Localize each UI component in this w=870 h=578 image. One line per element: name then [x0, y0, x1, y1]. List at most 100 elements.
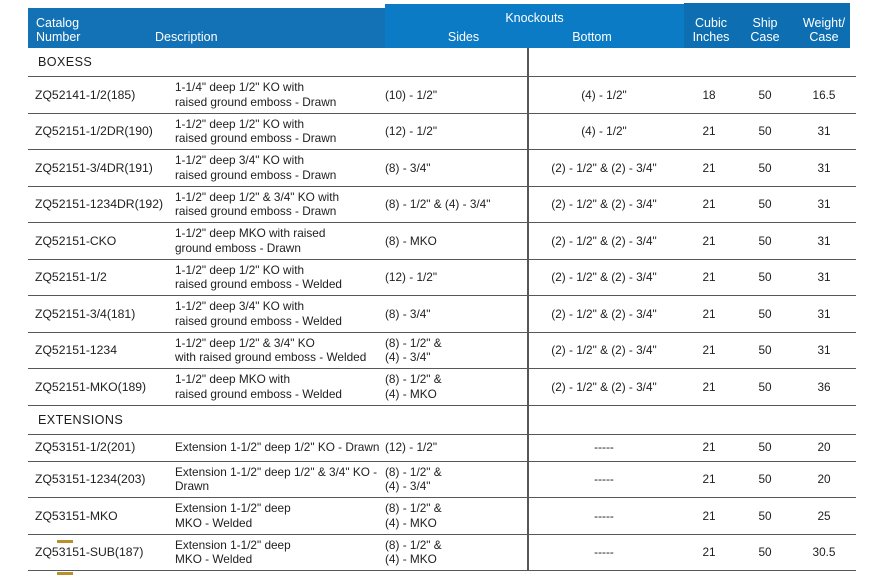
description-cell: Extension 1-1/2" deep MKO - Welded: [175, 501, 291, 530]
catalog-number-cell: ZQ52151-MKO(189): [35, 379, 147, 394]
ship-case-cell: 50: [758, 343, 772, 357]
description-cell: 1-1/2" deep MKO with raised ground emboss…: [175, 372, 342, 401]
description-cell: 1-1/2" deep 1/2" KO with raised ground em…: [175, 116, 337, 146]
knockouts-bottom-cell: -----: [594, 472, 614, 486]
knockouts-sides-cell: (8) - 1/2" & (4) - MKO: [385, 501, 442, 530]
cubic-inches-cell: 21: [702, 508, 716, 523]
catalog-number-cell: ZQ53151-SUB(187): [35, 545, 144, 559]
ship-case-cell: 50: [758, 160, 772, 175]
catalog-number-cell: ZQ53151-1/2(201): [35, 440, 136, 455]
knockouts-sides-cell: (8) - 1/2" & (4) - MKO: [385, 372, 442, 401]
knockouts-sides-cell: (8) - MKO: [385, 233, 437, 248]
knockouts-sides-cell: (8) - 1/2" & (4) - 3/4": [385, 464, 442, 494]
scan-artifact: [57, 540, 73, 543]
cubic-inches-cell: 21: [702, 233, 716, 248]
scan-artifact: [57, 572, 73, 575]
knockouts-bottom-cell: (2) - 1/2" & (2) - 3/4": [551, 160, 657, 175]
description-cell: 1-1/2" deep 3/4" KO with raised ground em…: [175, 299, 342, 328]
description-cell: 1-1/2" deep 1/2" & 3/4" KO with raised gr…: [175, 335, 367, 365]
knockouts-bottom-cell: (2) - 1/2" & (2) - 3/4": [551, 343, 657, 357]
knockouts-bottom-cell: -----: [594, 440, 614, 455]
knockouts-bottom-cell: (2) - 1/2" & (2) - 3/4": [551, 270, 657, 284]
description-cell: 1-1/2" deep 1/2" KO with raised ground em…: [175, 262, 342, 292]
cubic-inches-header: Cubic Inches: [692, 16, 730, 44]
table-row: ZQ53151-MKO Extension 1-1/2" deep MKO - We…: [28, 498, 856, 535]
cubic-inches-cell: 21: [702, 160, 716, 175]
knockouts-subheaders: Sides Bottom: [385, 30, 684, 44]
catalog-header-line1: Catalog: [36, 16, 80, 30]
table-row: ZQ52151-3/4(181) 1-1/2" deep 3/4" KO with…: [28, 296, 856, 333]
header-band-right: Cubic Inches Ship Case Weight/ Case: [684, 3, 850, 48]
ship-case-header: Ship Case: [750, 16, 780, 44]
sides-header: Sides: [447, 30, 480, 44]
catalog-number-cell: ZQ52151-3/4(181): [35, 306, 136, 321]
description-cell: 1-1/2" deep 1/2" & 3/4" KO with raised gr…: [175, 189, 340, 219]
table-row: ZQ52151-3/4DR(191) 1-1/2" deep 3/4" KO wi…: [28, 150, 856, 187]
knockouts-sides-cell: (8) - 1/2" & (4) - 3/4": [385, 197, 491, 211]
section-label: BOXESS: [38, 55, 93, 69]
cubic-inches-cell: 21: [702, 270, 716, 284]
cubic-inches-cell: 21: [702, 306, 716, 321]
cubic-inches-cell: 21: [702, 343, 716, 357]
cubic-inches-cell: 18: [702, 87, 716, 102]
cubic-inches-cell: 21: [702, 124, 716, 138]
description-header: Description: [155, 30, 218, 44]
description-cell: Extension 1-1/2" deep 1/2" & 3/4" KO - D…: [175, 464, 378, 494]
description-cell: Extension 1-1/2" deep 1/2" KO - Drawn: [175, 440, 380, 455]
description-cell: 1-1/4" deep 1/2" KO with raised ground em…: [175, 80, 337, 109]
ship-case-cell: 50: [758, 306, 772, 321]
weight-case-cell: 20: [817, 472, 831, 486]
knockouts-sides-cell: (8) - 3/4": [385, 160, 431, 175]
catalog-number-cell: ZQ53151-MKO: [35, 508, 118, 523]
cubic-inches-cell: 21: [702, 379, 716, 394]
cubic-inches-cell: 21: [702, 440, 716, 455]
weight-case-cell: 31: [817, 270, 831, 284]
knockouts-bottom-cell: -----: [594, 545, 614, 559]
knockouts-sides-cell: (8) - 1/2" & (4) - 3/4": [385, 335, 442, 365]
ship-case-cell: 50: [758, 197, 772, 211]
weight-case-cell: 31: [817, 306, 831, 321]
knockouts-bottom-cell: (4) - 1/2": [581, 87, 627, 102]
table-row: ZQ52151-1/2 1-1/2" deep 1/2" KO with raise…: [28, 260, 856, 296]
knockouts-bottom-cell: (2) - 1/2" & (2) - 3/4": [551, 379, 657, 394]
catalog-number-cell: ZQ52151-1234DR(192): [35, 197, 164, 211]
catalog-number-cell: ZQ52151-1/2DR(190): [35, 124, 153, 138]
knockouts-bottom-cell: (2) - 1/2" & (2) - 3/4": [551, 233, 657, 248]
knockouts-bottom-cell: -----: [594, 508, 614, 523]
knockouts-bottom-cell: (2) - 1/2" & (2) - 3/4": [551, 306, 657, 321]
catalog-number-cell: ZQ52151-3/4DR(191): [35, 160, 153, 175]
catalog-number-cell: ZQ52151-1/2: [35, 270, 107, 284]
section-header-row: EXTENSIONS: [28, 406, 856, 435]
ship-case-cell: 50: [758, 87, 772, 102]
weight-case-cell: 20: [817, 440, 831, 455]
cubic-inches-cell: 21: [702, 197, 716, 211]
description-cell: Extension 1-1/2" deep MKO - Welded: [175, 537, 291, 567]
weight-case-cell: 31: [817, 197, 831, 211]
knockouts-sides-cell: (10) - 1/2": [385, 87, 438, 102]
table-row: ZQ52151-MKO(189) 1-1/2" deep MKO with rais…: [28, 369, 856, 406]
table-row: ZQ52141-1/2(185) 1-1/4" deep 1/2" KO with…: [28, 77, 856, 114]
knockouts-header: Knockouts: [505, 11, 564, 25]
catalog-number-cell: ZQ53151-1234(203): [35, 472, 146, 486]
section-header-row: BOXESS: [28, 48, 856, 77]
catalog-number-cell: ZQ52151-CKO: [35, 233, 117, 248]
section-label: EXTENSIONS: [38, 412, 124, 427]
weight-case-cell: 31: [817, 124, 831, 138]
weight-case-cell: 31: [817, 233, 831, 248]
knockouts-sides-cell: (12) - 1/2": [385, 440, 438, 455]
table-row: ZQ53151-1234(203) Extension 1-1/2" deep 1…: [28, 462, 856, 498]
table-row: ZQ52151-CKO 1-1/2" deep MKO with raised gr…: [28, 223, 856, 260]
weight-case-cell: 36: [817, 379, 831, 394]
knockouts-bottom-cell: (2) - 1/2" & (2) - 3/4": [551, 197, 657, 211]
cubic-inches-cell: 21: [702, 472, 716, 486]
table-row: ZQ53151-SUB(187) Extension 1-1/2" deep MKO…: [28, 535, 856, 571]
catalog-number-header: Catalog Number: [36, 16, 80, 44]
table-row: ZQ52151-1234 1-1/2" deep 1/2" & 3/4" KO wi…: [28, 333, 856, 369]
table-body: BOXESS ZQ52141-1/2(185) 1-1/4" deep 1/2" K…: [28, 48, 856, 571]
weight-case-cell: 25: [817, 508, 831, 523]
knockouts-sides-cell: (12) - 1/2": [385, 124, 438, 138]
weight-case-header: Weight/ Case: [802, 16, 846, 44]
cubic-inches-cell: 21: [702, 545, 716, 559]
table-row: ZQ52151-1234DR(192) 1-1/2" deep 1/2" & 3/…: [28, 187, 856, 223]
